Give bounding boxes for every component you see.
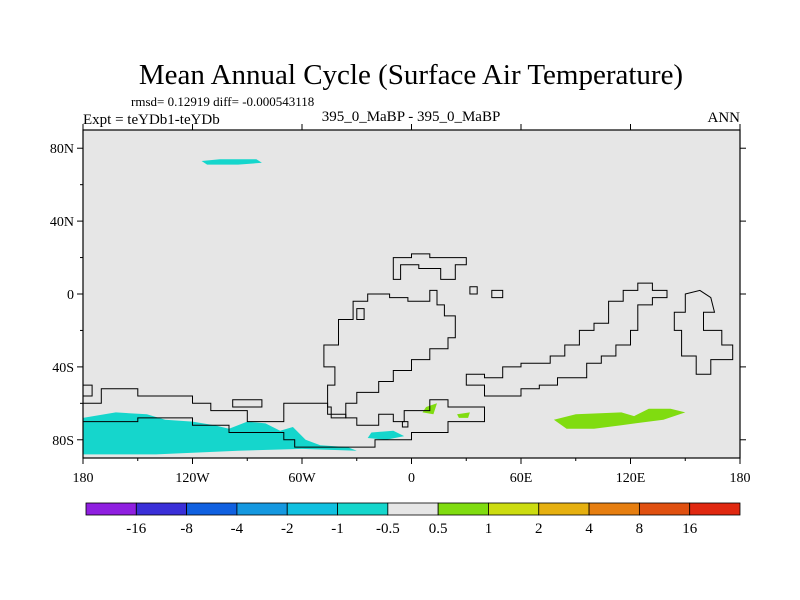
x-tick-label: 180 — [73, 471, 94, 486]
colorbar-swatch — [286, 502, 338, 516]
colorbar-label: -8 — [180, 521, 193, 537]
map-panel: 180 120W 60W 0 60E 120E 180 80N 40N 0 40S 80S — [50, 124, 751, 486]
y-tick-label: 80S — [52, 434, 74, 449]
x-tick-label: 0 — [408, 471, 415, 486]
colorbar-label: 16 — [682, 521, 698, 537]
colorbar-swatch — [538, 502, 590, 516]
stats-label: rmsd= 0.12919 diff= -0.000543118 — [131, 94, 314, 109]
colorbar-label: -16 — [126, 521, 146, 537]
colorbar-label: -0.5 — [376, 521, 400, 537]
colorbar-swatch — [135, 502, 188, 516]
y-tick-label: 80N — [50, 142, 74, 157]
anomaly-region-weddell-anomaly — [367, 430, 405, 440]
coastline-south-continent — [82, 388, 485, 448]
anomaly-region-small-positive-2 — [457, 412, 470, 418]
colorbar-label: -1 — [331, 521, 344, 537]
colorbar-swatch — [236, 502, 288, 516]
colorbar-swatch — [488, 502, 540, 516]
colorbar-swatch — [437, 502, 489, 516]
expt-label: Expt = teYDb1-teYDb — [83, 112, 220, 128]
y-tick-label: 40S — [52, 361, 74, 376]
x-tick-label: 180 — [730, 471, 751, 486]
coastline-north-continent — [392, 253, 467, 280]
map-background — [83, 130, 740, 458]
coastline-island-1 — [469, 286, 478, 295]
colorbar-label: 2 — [535, 521, 543, 537]
coastline-far-east-continent — [673, 289, 734, 375]
colorbar-swatch — [85, 502, 137, 516]
coastline-east-continent — [465, 282, 668, 397]
colorbar-label: 4 — [585, 521, 593, 537]
coastline-central-continent — [323, 289, 456, 419]
x-tick-label: 120W — [175, 471, 210, 486]
colorbar-swatch — [387, 502, 439, 516]
x-tick-label: 120E — [616, 471, 646, 486]
coastline-small-square — [401, 421, 409, 428]
x-tick-label: 60E — [510, 471, 533, 486]
coastline-side-island — [356, 308, 365, 320]
colorbar-swatch — [186, 502, 238, 516]
coastline-south-small-2 — [232, 399, 263, 408]
y-tick-label: 40N — [50, 215, 74, 230]
colorbar-swatch — [689, 502, 741, 516]
y-tick-label: 0 — [67, 288, 74, 303]
anomaly-region-antarctic-anomaly — [83, 412, 357, 455]
chart-title: Mean Annual Cycle (Surface Air Temperatu… — [139, 59, 683, 91]
x-tick-label: 60W — [288, 471, 316, 486]
anomaly-region-arctic-anomaly — [201, 159, 262, 165]
colorbar: -16 -8 -4 -2 -1 -0.5 0.5 1 2 4 8 16 — [85, 502, 741, 537]
colorbar-swatch — [337, 502, 389, 516]
season-label: ANN — [708, 110, 741, 126]
colorbar-swatch — [638, 502, 691, 516]
colorbar-label: 1 — [485, 521, 493, 537]
colorbar-label: -4 — [231, 521, 244, 537]
case-label: 395_0_MaBP - 395_0_MaBP — [322, 109, 501, 125]
coastline-island-2 — [491, 289, 504, 299]
colorbar-label: 0.5 — [429, 521, 448, 537]
colorbar-label: -2 — [281, 521, 294, 537]
colorbar-label: 8 — [636, 521, 644, 537]
anomaly-region-east-antarctic-positive — [553, 408, 686, 429]
colorbar-swatch — [588, 502, 640, 516]
